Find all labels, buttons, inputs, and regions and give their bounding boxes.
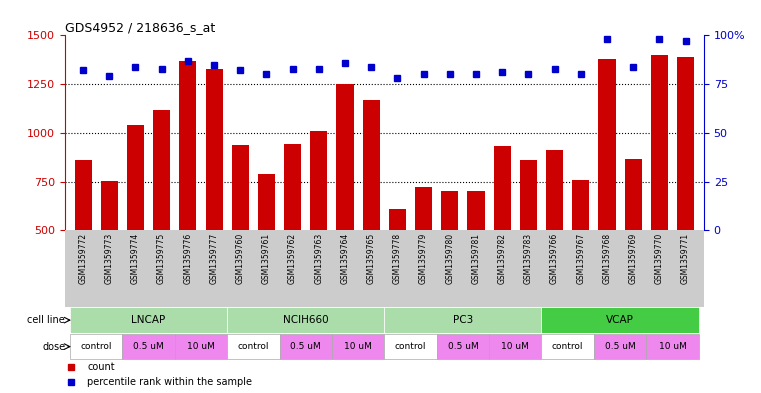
Bar bbox=[598, 59, 616, 230]
Text: LNCAP: LNCAP bbox=[132, 315, 166, 325]
Bar bbox=[123, 334, 175, 359]
Bar bbox=[542, 307, 699, 333]
Bar bbox=[127, 125, 144, 230]
Bar bbox=[70, 307, 227, 333]
Text: GSM1359763: GSM1359763 bbox=[314, 233, 323, 284]
Text: GSM1359765: GSM1359765 bbox=[367, 233, 376, 284]
Text: GSM1359778: GSM1359778 bbox=[393, 233, 402, 284]
Bar bbox=[542, 334, 594, 359]
Text: percentile rank within the sample: percentile rank within the sample bbox=[87, 377, 252, 387]
Text: cell line: cell line bbox=[27, 315, 65, 325]
Text: GSM1359780: GSM1359780 bbox=[445, 233, 454, 284]
Text: 0.5 uM: 0.5 uM bbox=[291, 342, 321, 351]
Bar bbox=[489, 334, 542, 359]
Bar bbox=[384, 307, 542, 333]
Text: GSM1359760: GSM1359760 bbox=[236, 233, 245, 284]
Bar bbox=[75, 160, 91, 230]
Bar bbox=[363, 100, 380, 230]
Text: VCAP: VCAP bbox=[607, 315, 634, 325]
Text: GSM1359768: GSM1359768 bbox=[603, 233, 612, 284]
Bar bbox=[441, 191, 458, 230]
Text: GSM1359775: GSM1359775 bbox=[157, 233, 166, 284]
Text: 10 uM: 10 uM bbox=[501, 342, 529, 351]
Bar bbox=[677, 57, 694, 230]
Bar bbox=[175, 334, 227, 359]
Bar bbox=[231, 145, 249, 230]
Text: control: control bbox=[81, 342, 112, 351]
Text: control: control bbox=[552, 342, 584, 351]
Bar bbox=[70, 334, 123, 359]
Text: GSM1359782: GSM1359782 bbox=[498, 233, 507, 284]
Text: GSM1359769: GSM1359769 bbox=[629, 233, 638, 284]
Bar bbox=[153, 110, 170, 230]
Text: GSM1359773: GSM1359773 bbox=[105, 233, 113, 284]
Bar bbox=[284, 143, 301, 230]
Bar bbox=[389, 209, 406, 230]
Bar bbox=[227, 334, 279, 359]
Text: count: count bbox=[87, 362, 115, 372]
Bar bbox=[546, 151, 563, 230]
Bar bbox=[205, 68, 222, 230]
Text: 10 uM: 10 uM bbox=[658, 342, 686, 351]
Bar bbox=[100, 181, 118, 230]
Bar bbox=[310, 131, 327, 230]
Text: dose: dose bbox=[42, 342, 65, 352]
Bar bbox=[227, 307, 384, 333]
Bar bbox=[494, 145, 511, 230]
Text: 10 uM: 10 uM bbox=[187, 342, 215, 351]
Text: GSM1359762: GSM1359762 bbox=[288, 233, 297, 284]
Text: GSM1359766: GSM1359766 bbox=[550, 233, 559, 284]
Text: GSM1359761: GSM1359761 bbox=[262, 233, 271, 284]
Bar bbox=[594, 334, 646, 359]
Bar bbox=[415, 187, 432, 230]
Bar bbox=[332, 334, 384, 359]
Text: GSM1359774: GSM1359774 bbox=[131, 233, 140, 284]
Text: PC3: PC3 bbox=[453, 315, 473, 325]
Bar bbox=[651, 55, 668, 230]
Bar bbox=[646, 334, 699, 359]
Text: GSM1359776: GSM1359776 bbox=[183, 233, 193, 284]
Text: GSM1359772: GSM1359772 bbox=[78, 233, 88, 284]
Text: 0.5 uM: 0.5 uM bbox=[447, 342, 478, 351]
Bar bbox=[467, 191, 485, 230]
Text: GSM1359781: GSM1359781 bbox=[472, 233, 480, 284]
Text: GSM1359779: GSM1359779 bbox=[419, 233, 428, 284]
Text: control: control bbox=[395, 342, 426, 351]
Text: GSM1359770: GSM1359770 bbox=[655, 233, 664, 284]
Bar bbox=[437, 334, 489, 359]
Text: GSM1359764: GSM1359764 bbox=[340, 233, 349, 284]
Text: control: control bbox=[237, 342, 269, 351]
Text: GDS4952 / 218636_s_at: GDS4952 / 218636_s_at bbox=[65, 21, 215, 34]
Text: NCIH660: NCIH660 bbox=[283, 315, 329, 325]
Bar bbox=[180, 61, 196, 230]
Text: GSM1359771: GSM1359771 bbox=[681, 233, 690, 284]
Text: GSM1359777: GSM1359777 bbox=[209, 233, 218, 284]
Bar bbox=[384, 334, 437, 359]
Bar bbox=[572, 180, 589, 230]
Bar bbox=[625, 159, 642, 230]
Text: 0.5 uM: 0.5 uM bbox=[605, 342, 635, 351]
Text: GSM1359767: GSM1359767 bbox=[576, 233, 585, 284]
Bar bbox=[520, 160, 537, 230]
Text: 0.5 uM: 0.5 uM bbox=[133, 342, 164, 351]
Bar bbox=[279, 334, 332, 359]
Bar bbox=[258, 174, 275, 230]
Text: GSM1359783: GSM1359783 bbox=[524, 233, 533, 284]
Bar bbox=[336, 84, 354, 230]
Text: 10 uM: 10 uM bbox=[344, 342, 372, 351]
